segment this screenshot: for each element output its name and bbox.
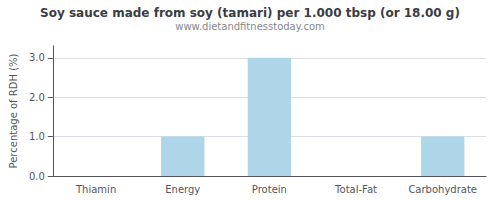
- svg-text:Total-Fat: Total-Fat: [334, 184, 377, 195]
- svg-text:Soy sauce made from soy (tamar: Soy sauce made from soy (tamari) per 1.0…: [40, 6, 460, 20]
- svg-text:1.0: 1.0: [29, 131, 45, 142]
- svg-text:www.dietandfitnesstoday.com: www.dietandfitnesstoday.com: [175, 21, 324, 32]
- svg-text:Energy: Energy: [165, 184, 200, 195]
- svg-text:Carbohydrate: Carbohydrate: [408, 184, 477, 195]
- svg-text:Percentage of RDH (%): Percentage of RDH (%): [8, 53, 19, 168]
- svg-text:0.0: 0.0: [29, 171, 45, 182]
- svg-text:2.0: 2.0: [29, 92, 45, 103]
- svg-text:Thiamin: Thiamin: [75, 184, 116, 195]
- svg-text:Protein: Protein: [252, 184, 287, 195]
- svg-text:3.0: 3.0: [29, 52, 45, 63]
